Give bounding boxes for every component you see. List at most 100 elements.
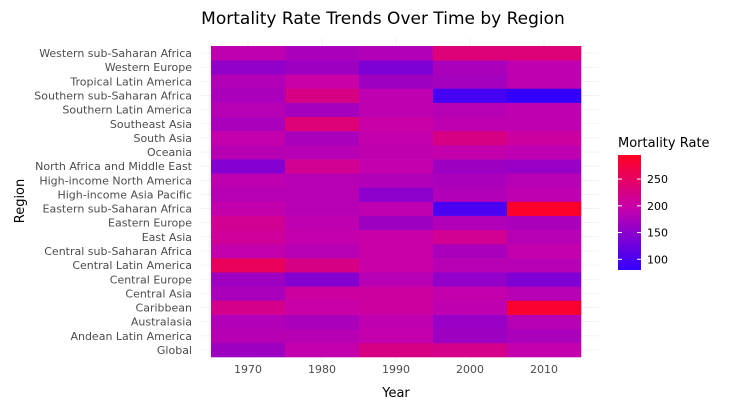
heatmap-cell <box>507 272 582 287</box>
y-tick-label: Central Europe <box>110 273 192 286</box>
heatmap-cell <box>433 243 508 259</box>
x-tick-label: 2000 <box>456 363 484 376</box>
heatmap-cell <box>507 328 582 344</box>
heatmap-cell <box>359 258 434 273</box>
heatmap-cell <box>285 88 360 103</box>
x-tick-labels: 1970 1980 1990 2000 2010 <box>234 363 558 376</box>
y-tick-label: Central Asia <box>125 287 192 300</box>
y-axis-title: Region <box>13 179 28 224</box>
heatmap-cell <box>507 144 582 160</box>
x-axis-title: Year <box>381 386 410 400</box>
heatmap-cell <box>433 187 508 202</box>
heatmap-cell <box>211 300 286 315</box>
heatmap-cell <box>433 300 508 315</box>
heatmap-cell <box>433 328 508 344</box>
heatmap-cell <box>211 314 286 330</box>
heatmap-cell <box>433 46 508 61</box>
heatmap-cell <box>507 130 582 146</box>
heatmap-cell <box>285 286 360 301</box>
heatmap-cell <box>507 215 582 231</box>
y-tick-label: Western sub-Saharan Africa <box>39 47 192 60</box>
heatmap-cell <box>433 116 508 132</box>
x-tick-label: 1980 <box>308 363 336 376</box>
heatmap-cell <box>359 300 434 315</box>
heatmap-cell <box>359 88 434 103</box>
heatmap-cell <box>211 258 286 273</box>
heatmap-cell <box>285 314 360 330</box>
heatmap-cell <box>433 88 508 103</box>
x-tick-label: 1970 <box>234 363 262 376</box>
heatmap-cell <box>433 229 508 245</box>
chart-title: Mortality Rate Trends Over Time by Regio… <box>201 9 565 29</box>
heatmap-cell <box>507 60 582 75</box>
heatmap-cell <box>211 60 286 75</box>
heatmap-cell <box>285 130 360 146</box>
heatmap-cell <box>285 173 360 188</box>
heatmap-cell <box>285 229 360 245</box>
heatmap-cell <box>507 300 582 315</box>
heatmap-cell <box>211 286 286 301</box>
colorbar-tick-label: 200 <box>647 200 668 213</box>
heatmap-cell <box>285 300 360 315</box>
heatmap-cell <box>211 272 286 287</box>
heatmap-cell <box>507 88 582 103</box>
heatmap-cell <box>285 272 360 287</box>
y-tick-label: North Africa and Middle East <box>35 160 193 173</box>
heatmap-cell <box>359 243 434 259</box>
heatmap-cell <box>507 187 582 202</box>
heatmap-cell <box>433 314 508 330</box>
y-tick-label: Tropical Latin America <box>69 75 192 88</box>
heatmap-cell <box>359 215 434 231</box>
y-tick-label: East Asia <box>142 231 192 244</box>
heatmap-cell <box>507 201 582 216</box>
heatmap-cell <box>359 46 434 61</box>
heatmap-cell <box>433 286 508 301</box>
heatmap-cell <box>211 342 286 358</box>
y-tick-label: Southern Latin America <box>62 104 192 117</box>
colorbar <box>618 155 641 270</box>
y-tick-label: High-income North America <box>39 174 192 187</box>
x-tick-label: 2010 <box>530 363 558 376</box>
heatmap-cell <box>359 286 434 301</box>
colorbar-tick-label: 250 <box>647 173 668 186</box>
heatmap-cell <box>359 314 434 330</box>
heatmap-cell <box>507 102 582 117</box>
heatmap-cell <box>211 328 286 344</box>
heatmap-cell <box>285 144 360 160</box>
heatmap-cell <box>507 314 582 330</box>
heatmap-cell <box>211 229 286 245</box>
heatmap-cell <box>507 243 582 259</box>
heatmap-cell <box>507 229 582 245</box>
colorbar-legend: Mortality Rate 100 150 200 250 <box>618 136 710 270</box>
x-tick-label: 1990 <box>382 363 410 376</box>
heatmap-cell <box>359 187 434 202</box>
heatmap-cell <box>285 258 360 273</box>
y-tick-label: Andean Latin America <box>70 330 192 343</box>
heatmap-cell <box>359 102 434 117</box>
y-tick-label: Eastern Europe <box>108 217 192 230</box>
heatmap-cell <box>359 130 434 146</box>
heatmap-cell <box>359 159 434 174</box>
heatmap-cell <box>507 159 582 174</box>
heatmap-cell <box>507 46 582 61</box>
y-tick-label: Central Latin America <box>72 259 192 272</box>
heatmap-cell <box>359 342 434 358</box>
heatmap-cell <box>507 116 582 132</box>
heatmap-cell <box>359 229 434 245</box>
y-tick-label: Central sub-Saharan Africa <box>44 245 192 258</box>
heatmap-cell <box>507 173 582 188</box>
heatmap-cell <box>285 46 360 61</box>
heatmap-cell <box>285 243 360 259</box>
legend-title: Mortality Rate <box>618 136 710 151</box>
heatmap-cell <box>285 74 360 89</box>
y-tick-label: Global <box>157 344 192 357</box>
y-tick-label: Eastern sub-Saharan Africa <box>43 203 193 216</box>
heatmap-cell <box>285 215 360 231</box>
heatmap-cell <box>211 173 286 188</box>
heatmap-cell <box>433 102 508 117</box>
heatmap-cell <box>359 328 434 344</box>
heatmap-cell <box>211 144 286 160</box>
heatmap-cell <box>211 116 286 132</box>
heatmap-cell <box>359 74 434 89</box>
